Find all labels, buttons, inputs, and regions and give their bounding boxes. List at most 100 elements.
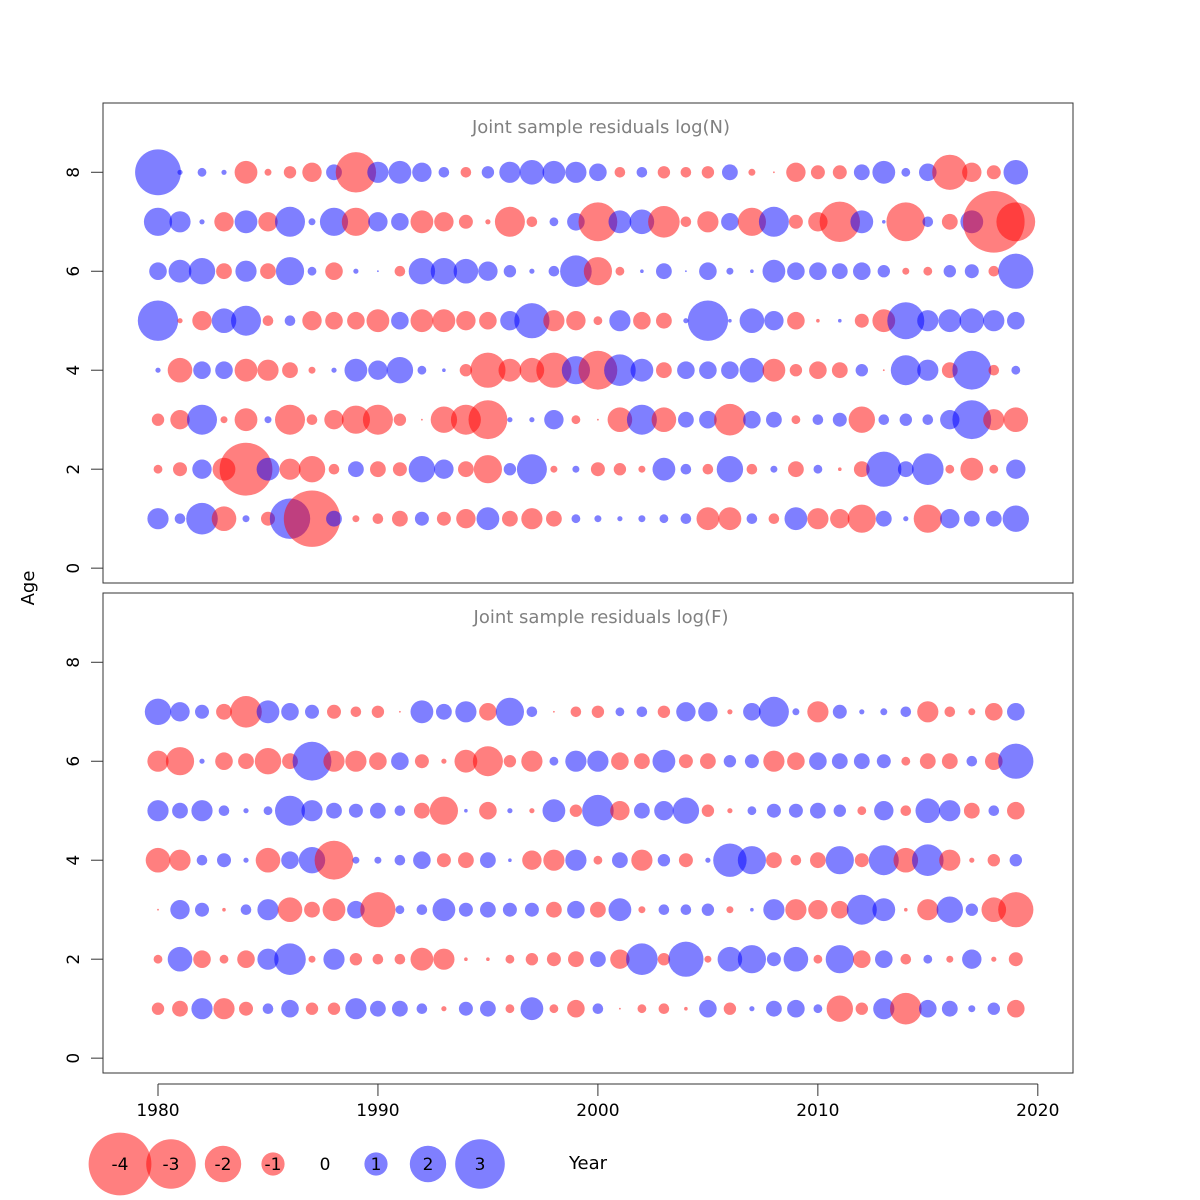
residual-bubble — [421, 418, 423, 421]
residual-bubble — [220, 416, 228, 424]
residual-bubble — [502, 510, 518, 527]
bubble-layer — [135, 149, 1036, 547]
residual-bubble — [763, 899, 785, 921]
residual-bubble — [374, 856, 382, 864]
residual-bubble — [897, 461, 914, 478]
residual-bubble — [996, 202, 1036, 242]
residual-bubble — [453, 258, 479, 284]
x-axis-title: Year — [568, 1153, 608, 1174]
residual-bubble — [875, 950, 893, 968]
residual-bubble — [391, 752, 409, 770]
residual-bubble — [739, 357, 765, 383]
y-tick-label: 0 — [64, 563, 84, 574]
residual-bubble — [370, 802, 386, 819]
residual-bubble — [1003, 407, 1029, 433]
residual-bubble — [441, 1006, 447, 1012]
residual-bubble — [436, 853, 451, 868]
residual-bubble — [787, 262, 805, 281]
residual-bubble — [968, 1005, 976, 1013]
x-tick-label: 2000 — [576, 1101, 619, 1121]
residual-bubble — [850, 210, 874, 234]
residual-bubble — [473, 455, 502, 484]
residual-bubble — [353, 268, 359, 274]
residual-bubble — [966, 755, 978, 767]
residual-bubble — [323, 750, 345, 772]
residual-bubble — [786, 162, 806, 182]
residual-bubble — [638, 906, 646, 914]
legend-bubble — [455, 1139, 505, 1189]
residual-bubble — [713, 843, 747, 877]
residual-bubble — [832, 412, 847, 427]
residual-bubble — [919, 999, 937, 1018]
residual-bubble — [816, 318, 820, 323]
residual-bubble — [308, 366, 316, 374]
y-tick-label: 0 — [64, 1053, 84, 1064]
residual-bubble — [372, 953, 384, 965]
residual-bubble — [964, 264, 979, 279]
residual-bubble — [1007, 999, 1025, 1018]
residual-bubble — [550, 465, 558, 473]
residual-bubble — [986, 165, 1001, 180]
residual-bubble — [727, 709, 733, 715]
residual-bubble — [507, 808, 513, 814]
panel-log-f: Joint sample residuals log(F) 0 2 4 6 8 — [64, 592, 1074, 1074]
residual-bubble — [770, 465, 778, 473]
residual-bubble — [717, 946, 743, 972]
residual-bubble — [698, 702, 718, 722]
residual-bubble — [594, 515, 602, 523]
residual-bubble — [696, 507, 720, 531]
residual-bubble — [922, 216, 934, 228]
residual-bubble — [219, 442, 273, 496]
residual-bubble — [1011, 365, 1021, 375]
residual-bubble — [941, 1000, 958, 1017]
residual-bubble — [830, 509, 850, 529]
residual-bubble — [612, 852, 628, 869]
residual-bubble — [331, 367, 337, 373]
residual-bubble — [168, 259, 192, 283]
residual-bubble — [388, 160, 412, 184]
residual-bubble — [542, 160, 566, 184]
residual-bubble — [746, 513, 758, 524]
residual-bubble — [235, 260, 257, 282]
residual-bubble — [505, 954, 515, 964]
residual-bubble — [257, 948, 279, 970]
residual-bubble — [634, 753, 650, 770]
residual-bubble — [952, 350, 992, 390]
residual-bubble — [868, 845, 899, 876]
residual-bubble — [640, 269, 644, 274]
residual-bubble — [325, 311, 343, 330]
residual-bubble — [583, 257, 613, 286]
residual-bubble — [192, 311, 212, 331]
residual-bubble — [872, 160, 896, 184]
residual-bubble — [652, 457, 676, 481]
residual-bubble — [345, 750, 367, 772]
y-tick-label: 2 — [64, 954, 84, 965]
residual-bubble — [923, 266, 933, 276]
residual-bubble — [326, 510, 342, 527]
residual-bubble — [568, 951, 584, 968]
residual-bubble — [525, 953, 539, 966]
legend-label: -4 — [112, 1155, 129, 1175]
residual-bubble — [610, 801, 630, 821]
residual-bubble — [234, 408, 258, 432]
residual-bubble — [587, 750, 609, 772]
residual-bubble — [590, 901, 606, 918]
residual-bubble — [566, 311, 586, 331]
residual-bubble — [393, 413, 407, 426]
residual-bubble — [549, 756, 559, 766]
residual-bubble — [854, 853, 869, 868]
residual-bubble — [456, 311, 476, 331]
legend-label: -3 — [163, 1155, 180, 1175]
residual-bubble — [149, 262, 167, 281]
residual-bubble — [941, 753, 958, 770]
residual-bubble — [998, 892, 1034, 928]
residual-bubble — [546, 952, 561, 967]
residual-bubble — [543, 849, 565, 871]
residual-bubble — [147, 750, 169, 772]
residual-bubble — [749, 1006, 755, 1012]
residual-bubble — [758, 206, 789, 237]
residual-bubble — [258, 212, 278, 232]
y-tick-label: 6 — [64, 756, 84, 767]
residual-bubble — [458, 852, 474, 869]
